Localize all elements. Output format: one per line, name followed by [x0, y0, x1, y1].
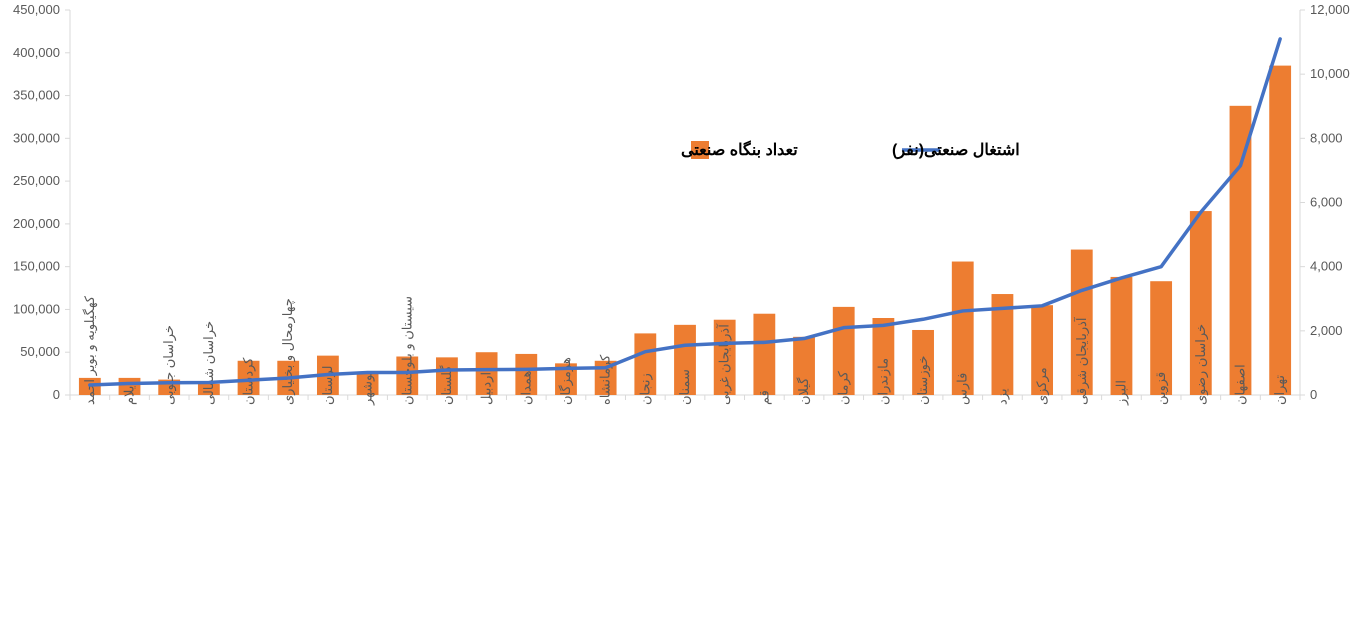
x-category-label: سمنان	[677, 369, 692, 405]
y-left-tick-label: 400,000	[13, 45, 60, 60]
x-category-label: کرمان	[836, 370, 852, 405]
x-category-label: آذربایجان غربی	[716, 323, 733, 405]
x-category-label: تهران	[1272, 375, 1288, 405]
x-category-label: گیلان	[796, 377, 811, 405]
y-right-tick-label: 0	[1310, 387, 1317, 402]
x-category-label: زنجان	[637, 373, 653, 405]
bar	[1230, 106, 1252, 395]
y-right-tick-label: 4,000	[1310, 259, 1343, 274]
x-category-label: قم	[756, 390, 772, 405]
bar	[753, 314, 775, 395]
y-right-tick-label: 6,000	[1310, 195, 1343, 210]
x-category-label: مرکزی	[1034, 367, 1050, 405]
y-left-tick-label: 150,000	[13, 259, 60, 274]
dual-axis-bar-line-chart: 0 50,000 100,000 150,000 200,000 250,000 300,0…	[0, 0, 1361, 620]
bar	[1269, 66, 1291, 395]
x-category-label: البرز	[1113, 380, 1129, 406]
x-category-label: اردبیل	[479, 372, 495, 405]
y-right-tick-label: 8,000	[1310, 130, 1343, 145]
x-category-label: بوشهر	[360, 371, 376, 406]
x-category-label: چهارمحال و بختیاری	[280, 298, 296, 405]
y-left-tick-label: 100,000	[13, 301, 60, 316]
x-category-label: مازندران	[875, 358, 891, 405]
x-category-label: فارس	[955, 373, 971, 405]
x-category-label: لرستان	[320, 366, 336, 405]
legend-label: اشتغال صنعتی(نفر)	[892, 142, 1020, 160]
y-left-tick-label: 350,000	[13, 88, 60, 103]
x-category-label: قزوین	[1153, 372, 1169, 405]
x-category-label: همدان	[518, 371, 533, 405]
y-right-tick-label: 2,000	[1310, 323, 1343, 338]
x-category-label: سیستان و بلوچستان	[399, 296, 415, 405]
x-category-label: خوزستان	[915, 356, 931, 405]
y-left-tick-label: 50,000	[20, 344, 60, 359]
legend-label: تعداد بنگاه صنعتی	[681, 140, 798, 159]
x-category-label: خراسان شمالی	[201, 321, 217, 405]
chart-container: 0 50,000 100,000 150,000 200,000 250,000 300,0…	[0, 0, 1361, 620]
x-category-label: کرمانشاه	[598, 354, 614, 405]
x-category-label: خراسان جنوبی	[161, 325, 177, 405]
x-category-label: هرمزگان	[558, 357, 574, 405]
y-right-tick-label: 10,000	[1310, 66, 1350, 81]
bar	[1111, 277, 1133, 395]
x-category-label: کهگیلویه و بویر احمد	[82, 295, 98, 405]
y-left-tick-label: 450,000	[13, 2, 60, 17]
x-category-label: یزد	[994, 388, 1010, 405]
y-left-tick-label: 200,000	[13, 216, 60, 231]
x-category-label: آذربایجان شرقی	[1073, 316, 1090, 405]
y-left-tick-label: 0	[53, 387, 60, 402]
y-left-tick-label: 300,000	[13, 130, 60, 145]
y-left-tick-label: 250,000	[13, 173, 60, 188]
x-category-label: خراسان رضوی	[1193, 324, 1209, 405]
y-right-tick-label: 12,000	[1310, 2, 1350, 17]
x-category-label: اصفهان	[1232, 364, 1248, 405]
